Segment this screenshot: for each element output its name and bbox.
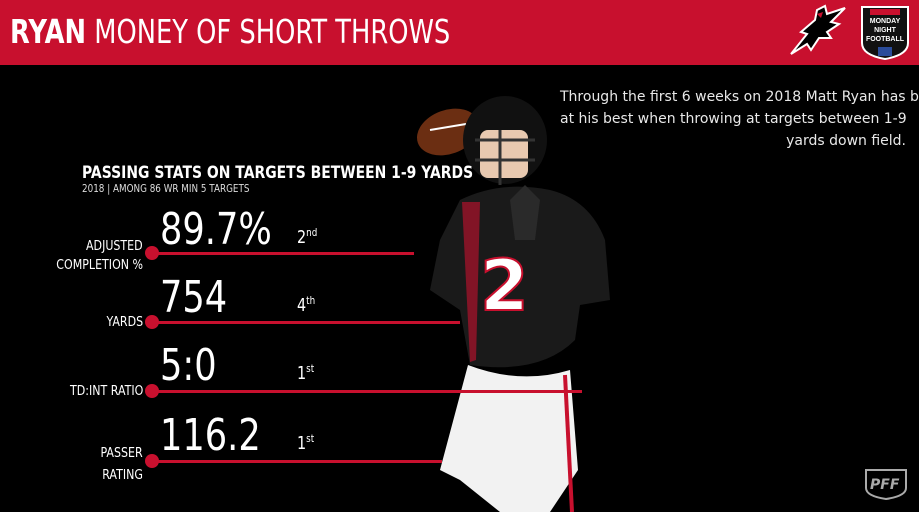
stat-label: ADJUSTED [86, 239, 143, 254]
falcons-logo-icon [790, 4, 846, 55]
rank-number: 1 [297, 433, 307, 454]
rank-number: 1 [297, 363, 307, 384]
stat-label: YARDS [106, 315, 143, 330]
mnf-line3: FOOTBALL [865, 36, 905, 43]
description-line1: Through the first 6 weeks on 2018 Matt R… [560, 89, 919, 105]
stat-dot [145, 454, 159, 468]
stat-label-line2: RATING [102, 468, 143, 483]
rank-number: 2 [297, 227, 307, 248]
stat-rank: 1st [297, 362, 314, 384]
jersey-number: 2 [480, 245, 529, 327]
stat-line [152, 390, 582, 393]
section-title: PASSING STATS ON TARGETS BETWEEN 1-9 YAR… [82, 163, 474, 183]
rank-suffix: nd [306, 226, 318, 239]
stat-dot [145, 315, 159, 329]
stat-value: 754 [160, 272, 228, 323]
rank-number: 4 [297, 295, 307, 316]
svg-text:PFF: PFF [870, 477, 900, 493]
stat-label-line2: COMPLETION % [56, 258, 143, 273]
title-rest: MONEY OF SHORT THROWS [94, 12, 451, 51]
rank-suffix: th [306, 294, 316, 307]
stat-label: TD:INT RATIO [69, 384, 143, 399]
stat-value: 116.2 [160, 410, 261, 461]
mnf-logo: MONDAY NIGHT FOOTBALL [856, 3, 914, 61]
stat-rank: 4th [297, 294, 315, 316]
stat-line [152, 321, 460, 324]
stat-rank: 2nd [297, 226, 317, 248]
mnf-line2: NIGHT [874, 27, 896, 34]
title-bold: RYAN [10, 12, 87, 51]
rank-suffix: st [306, 362, 315, 375]
stat-value: 89.7% [160, 204, 272, 255]
mnf-line1: MONDAY [869, 18, 901, 25]
stat-rank: 1st [297, 432, 314, 454]
stat-line [152, 460, 442, 463]
description-line3: yards down field. [786, 133, 906, 149]
stat-line [152, 252, 414, 255]
stat-label: PASSER [100, 446, 143, 461]
header-bar: RYAN MONEY OF SHORT THROWS MONDAY NIGHT … [0, 0, 919, 65]
stat-dot [145, 384, 159, 398]
description-line2: at his best when throwing at targets bet… [560, 111, 907, 127]
mnf-shield-icon [861, 6, 909, 61]
section-subtitle: 2018 | AMONG 86 WR MIN 5 TARGETS [82, 182, 250, 195]
page-title: RYAN MONEY OF SHORT THROWS [10, 10, 450, 54]
description: Through the first 6 weeks on 2018 Matt R… [560, 86, 919, 152]
rank-suffix: st [306, 432, 315, 445]
stat-dot [145, 246, 159, 260]
player-image: 2 [417, 96, 610, 512]
pff-logo-icon: PFF [865, 469, 907, 500]
stat-value: 5:0 [160, 340, 217, 391]
